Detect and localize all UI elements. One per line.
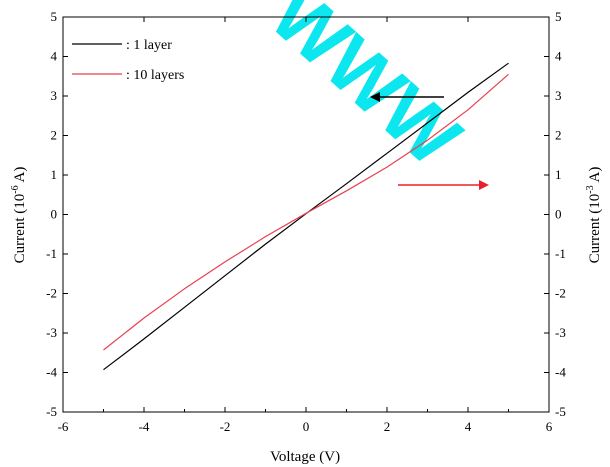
y-left-tick-label: -5 — [46, 404, 57, 419]
left-axis-arrow — [370, 92, 444, 102]
y-left-axis-ticks: -5 -4 -3 -2 -1 0 1 2 3 4 5 — [46, 9, 68, 419]
x-tick-label: -4 — [139, 419, 150, 434]
x-tick-label: -6 — [58, 419, 69, 434]
x-tick-label: 2 — [384, 419, 391, 434]
right-axis-arrow — [398, 180, 489, 190]
y-right-tick-label: 3 — [555, 88, 562, 103]
x-tick-label: 4 — [465, 419, 472, 434]
y-left-tick-label: 1 — [51, 167, 58, 182]
y-left-tick-label: 4 — [51, 49, 58, 64]
watermark: WWW — [254, 0, 477, 183]
x-axis-ticks: -6 -4 -2 0 2 4 6 — [58, 17, 553, 434]
x-tick-label: -2 — [220, 419, 231, 434]
y-right-tick-label: 4 — [555, 49, 562, 64]
y-left-tick-label: 3 — [51, 88, 58, 103]
y-left-tick-label: -1 — [46, 246, 57, 261]
x-tick-label: 6 — [546, 419, 553, 434]
legend-label-1-layer: : 1 layer — [126, 38, 172, 53]
y-right-axis-label: Current (10-3 A) — [585, 167, 603, 264]
y-right-tick-label: -3 — [555, 325, 566, 340]
series-layer — [103, 62, 509, 371]
y-left-tick-label: 5 — [51, 9, 58, 24]
y-right-tick-label: 2 — [555, 128, 562, 143]
x-tick-label: 0 — [303, 419, 310, 434]
y-left-tick-label: -2 — [46, 286, 57, 301]
y-right-tick-label: -5 — [555, 404, 566, 419]
y-right-tick-label: -1 — [555, 246, 566, 261]
watermark-text: WWW — [254, 0, 477, 183]
y-right-tick-label: -4 — [555, 365, 566, 380]
y-right-tick-label: 0 — [555, 207, 562, 222]
y-right-tick-label: 5 — [555, 9, 562, 24]
y-right-tick-label: 1 — [555, 167, 562, 182]
y-right-tick-label: -2 — [555, 286, 566, 301]
y-left-tick-label: 2 — [51, 128, 58, 143]
legend: : 1 layer : 10 layers — [72, 38, 184, 83]
y-left-tick-label: -4 — [46, 365, 57, 380]
x-axis-label: Voltage (V) — [270, 449, 340, 465]
legend-label-10-layers: : 10 layers — [126, 68, 184, 83]
y-left-tick-label: 0 — [51, 207, 58, 222]
series-line-10-layers — [103, 73, 509, 351]
y-right-axis-ticks: -5 -4 -3 -2 -1 0 1 2 3 4 5 — [544, 9, 566, 419]
y-left-axis-label: Current (10-6 A) — [10, 167, 28, 264]
y-left-tick-label: -3 — [46, 325, 57, 340]
